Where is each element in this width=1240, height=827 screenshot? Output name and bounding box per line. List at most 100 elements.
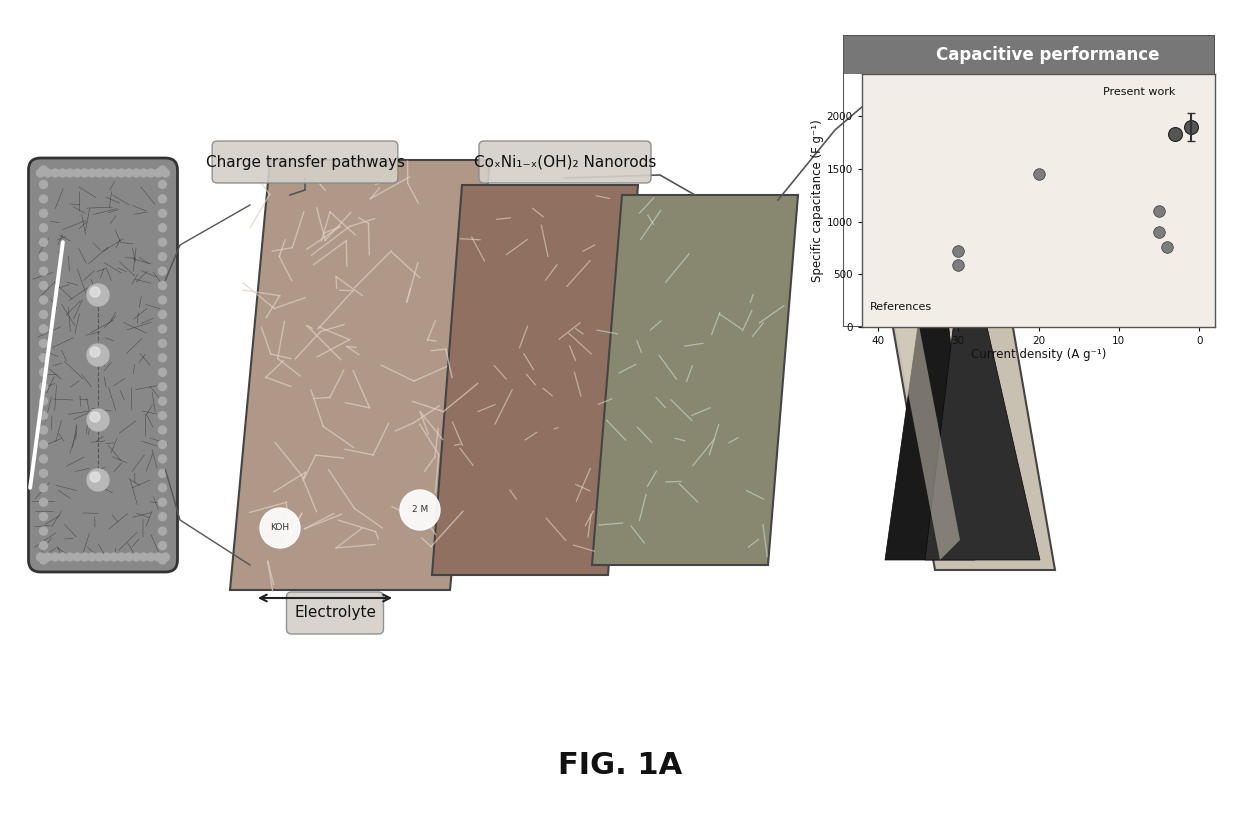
Circle shape	[40, 484, 47, 492]
Circle shape	[73, 553, 82, 561]
Circle shape	[139, 553, 148, 561]
Polygon shape	[925, 230, 1040, 560]
Circle shape	[40, 180, 47, 189]
Circle shape	[159, 224, 166, 232]
Circle shape	[133, 169, 140, 177]
Circle shape	[40, 166, 47, 174]
Circle shape	[159, 441, 166, 448]
Circle shape	[81, 553, 88, 561]
Circle shape	[40, 238, 47, 246]
Circle shape	[159, 484, 166, 492]
Circle shape	[40, 281, 47, 289]
Circle shape	[260, 508, 300, 548]
Circle shape	[139, 169, 148, 177]
Circle shape	[146, 553, 155, 561]
Text: Present work: Present work	[1102, 88, 1176, 98]
Circle shape	[159, 325, 166, 333]
Polygon shape	[870, 195, 1055, 570]
Circle shape	[40, 441, 47, 448]
Circle shape	[159, 310, 166, 318]
Circle shape	[40, 253, 47, 261]
Circle shape	[91, 287, 100, 297]
Polygon shape	[875, 200, 960, 560]
Circle shape	[159, 253, 166, 261]
Circle shape	[159, 209, 166, 218]
Text: Capacitive performance: Capacitive performance	[936, 45, 1159, 64]
Circle shape	[40, 368, 47, 376]
Circle shape	[43, 169, 52, 177]
Point	[1149, 204, 1169, 218]
Circle shape	[103, 169, 110, 177]
Circle shape	[36, 553, 45, 561]
Circle shape	[159, 470, 166, 477]
Circle shape	[161, 169, 170, 177]
Circle shape	[125, 553, 133, 561]
Circle shape	[40, 455, 47, 463]
Polygon shape	[432, 185, 639, 575]
Circle shape	[40, 310, 47, 318]
Circle shape	[43, 553, 52, 561]
Circle shape	[159, 383, 166, 390]
Text: Charge transfer pathways: Charge transfer pathways	[206, 155, 404, 170]
Circle shape	[146, 169, 155, 177]
Circle shape	[91, 347, 100, 357]
Circle shape	[40, 470, 47, 477]
FancyBboxPatch shape	[29, 158, 177, 572]
Circle shape	[159, 527, 166, 535]
Circle shape	[159, 296, 166, 304]
Circle shape	[91, 412, 100, 422]
Circle shape	[88, 169, 95, 177]
Text: CoₓNi₁₋ₓ(OH)₂ Nanorods: CoₓNi₁₋ₓ(OH)₂ Nanorods	[474, 155, 656, 170]
Circle shape	[95, 169, 103, 177]
Circle shape	[66, 553, 74, 561]
Circle shape	[40, 267, 47, 275]
Circle shape	[40, 542, 47, 550]
Circle shape	[40, 325, 47, 333]
Circle shape	[159, 426, 166, 434]
Point	[1182, 121, 1202, 134]
Circle shape	[40, 383, 47, 390]
Circle shape	[58, 553, 67, 561]
Circle shape	[87, 284, 109, 306]
Circle shape	[159, 267, 166, 275]
Circle shape	[87, 344, 109, 366]
Circle shape	[95, 553, 103, 561]
Circle shape	[159, 354, 166, 361]
Circle shape	[103, 553, 110, 561]
Circle shape	[73, 169, 82, 177]
Circle shape	[81, 169, 88, 177]
Circle shape	[159, 412, 166, 419]
Circle shape	[159, 542, 166, 550]
X-axis label: Current density (A g⁻¹): Current density (A g⁻¹)	[971, 348, 1106, 361]
Circle shape	[40, 556, 47, 564]
FancyBboxPatch shape	[843, 35, 1215, 74]
Circle shape	[154, 553, 162, 561]
Circle shape	[401, 490, 440, 530]
Circle shape	[159, 195, 166, 203]
Circle shape	[40, 209, 47, 218]
Circle shape	[40, 296, 47, 304]
Circle shape	[87, 469, 109, 491]
Circle shape	[87, 409, 109, 431]
Circle shape	[40, 354, 47, 361]
Text: 2 M: 2 M	[412, 505, 428, 514]
Text: Electrolyte: Electrolyte	[294, 605, 376, 620]
Circle shape	[159, 180, 166, 189]
Point	[1166, 127, 1185, 141]
Circle shape	[40, 224, 47, 232]
Circle shape	[159, 498, 166, 506]
Circle shape	[88, 553, 95, 561]
FancyBboxPatch shape	[479, 141, 651, 183]
Circle shape	[40, 513, 47, 521]
Circle shape	[36, 169, 45, 177]
Circle shape	[66, 169, 74, 177]
Text: FIG. 1A: FIG. 1A	[558, 750, 682, 780]
Circle shape	[159, 397, 166, 405]
Polygon shape	[885, 205, 975, 560]
Polygon shape	[229, 160, 490, 590]
Circle shape	[159, 513, 166, 521]
Circle shape	[40, 339, 47, 347]
Circle shape	[159, 339, 166, 347]
Circle shape	[161, 553, 170, 561]
Circle shape	[110, 553, 118, 561]
